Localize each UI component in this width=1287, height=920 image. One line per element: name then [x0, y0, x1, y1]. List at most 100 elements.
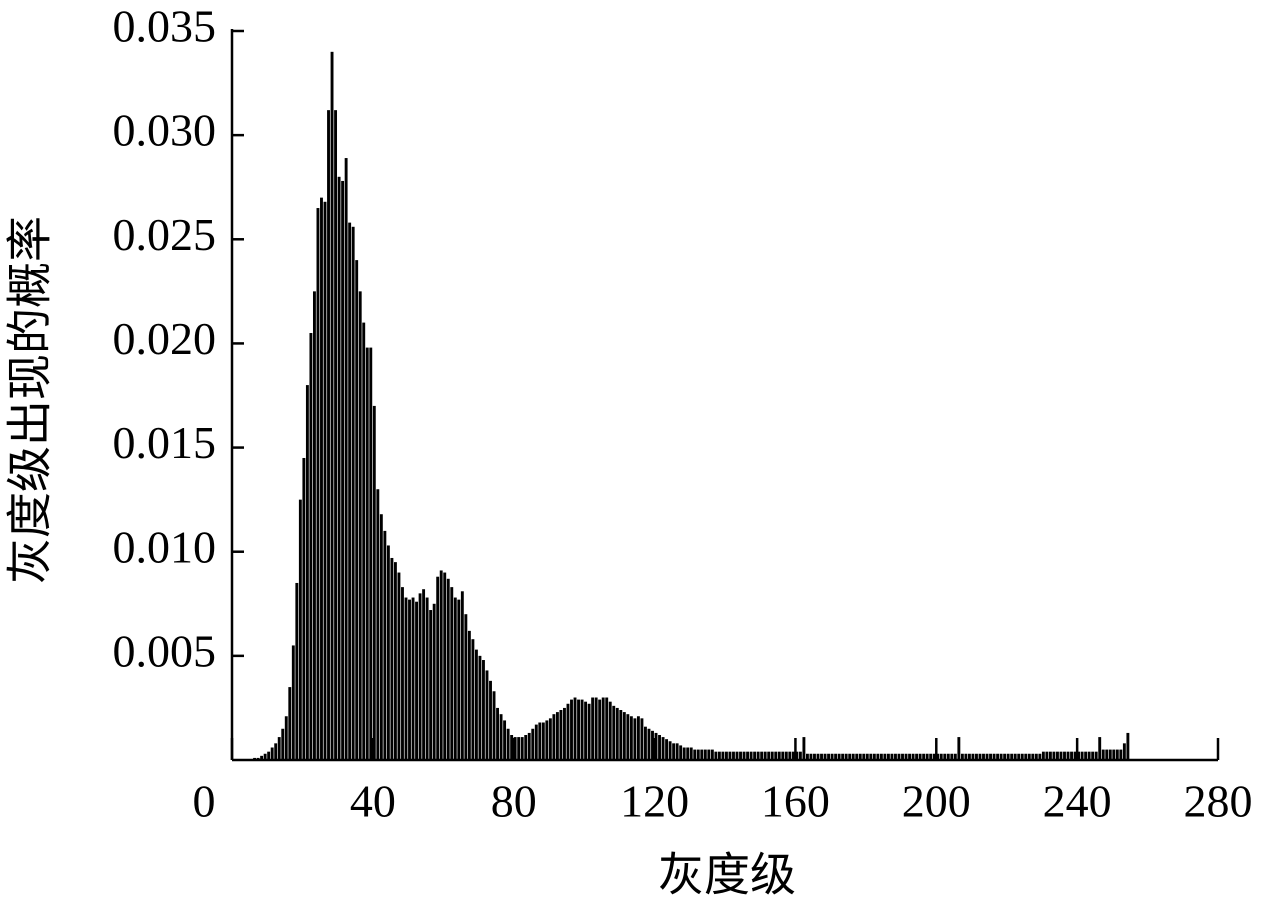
bar [608, 701, 612, 760]
bar [721, 751, 725, 760]
bar [918, 753, 922, 760]
bar [1027, 753, 1031, 760]
bar [320, 197, 323, 761]
bar [619, 710, 623, 760]
bar [594, 697, 598, 760]
bar [1052, 751, 1056, 760]
x-tick-label: 80 [491, 776, 537, 827]
bar [989, 753, 992, 760]
bar [369, 347, 373, 760]
bar [640, 718, 644, 760]
bar [436, 576, 440, 760]
bar [1122, 743, 1126, 760]
bar [397, 572, 401, 760]
bar [883, 753, 887, 760]
bar [633, 718, 637, 760]
bar [943, 753, 947, 760]
bar [577, 699, 580, 760]
bar [1119, 749, 1123, 760]
bar [1080, 751, 1084, 760]
bar [879, 753, 883, 760]
bar [971, 753, 975, 760]
bar [767, 751, 771, 760]
bar [555, 712, 559, 760]
bar [334, 110, 338, 761]
bar [467, 630, 471, 760]
x-axis-label: 灰度级 [658, 850, 796, 901]
bar [355, 260, 359, 760]
bar [665, 739, 669, 760]
bar [1020, 753, 1024, 760]
bar [855, 753, 859, 760]
bar [591, 697, 595, 760]
bar [372, 405, 376, 760]
bar [774, 751, 778, 760]
bar [401, 587, 404, 760]
bar [474, 649, 478, 760]
bar [351, 226, 355, 760]
bar [524, 735, 528, 760]
y-axis-label: 灰度级出现的概率 [5, 216, 56, 584]
bar [1087, 751, 1091, 760]
bar [587, 703, 591, 760]
bar [784, 751, 788, 760]
bar [996, 753, 1000, 760]
bar [337, 176, 341, 761]
bar [999, 753, 1003, 760]
bar [795, 751, 799, 760]
bar [742, 751, 746, 760]
bar [781, 751, 785, 760]
bar [816, 753, 820, 760]
bar [1034, 753, 1038, 760]
bar [1048, 751, 1052, 760]
bar [295, 582, 299, 760]
bar [432, 603, 436, 760]
bar [1045, 751, 1049, 760]
bar [844, 753, 848, 760]
bar [739, 751, 742, 760]
bar [820, 753, 823, 760]
bar [277, 737, 281, 760]
bar [1010, 753, 1014, 760]
bar [1017, 753, 1021, 760]
bar [939, 753, 943, 760]
bar [260, 755, 264, 760]
bar [682, 747, 686, 760]
bar [1031, 753, 1035, 760]
bar [668, 741, 672, 760]
bar [1024, 753, 1028, 760]
bar [1126, 732, 1130, 760]
bar [946, 753, 950, 760]
bar [841, 753, 845, 760]
bar [975, 753, 978, 760]
bar [506, 728, 510, 760]
bar [763, 751, 767, 760]
bar [1066, 751, 1070, 760]
bar [559, 710, 563, 760]
bar [960, 753, 964, 760]
bar [517, 737, 521, 760]
bar [890, 753, 894, 760]
bar [644, 726, 647, 760]
bar [703, 749, 707, 760]
bar [858, 753, 862, 760]
bar [1003, 753, 1007, 760]
bar [281, 728, 285, 760]
bar [566, 703, 570, 760]
bar [503, 720, 507, 760]
bar [661, 737, 665, 760]
bar [654, 732, 658, 760]
bar [1098, 737, 1102, 760]
bar [492, 691, 496, 760]
bar [707, 749, 711, 760]
bar [1063, 751, 1066, 760]
bar [443, 572, 447, 760]
bar [728, 751, 732, 760]
y-tick-label: 0.030 [113, 105, 217, 156]
bar [777, 751, 781, 760]
bar [925, 753, 929, 760]
bar [802, 737, 806, 760]
bar [358, 291, 362, 760]
bar [848, 753, 852, 760]
bar [915, 753, 919, 760]
